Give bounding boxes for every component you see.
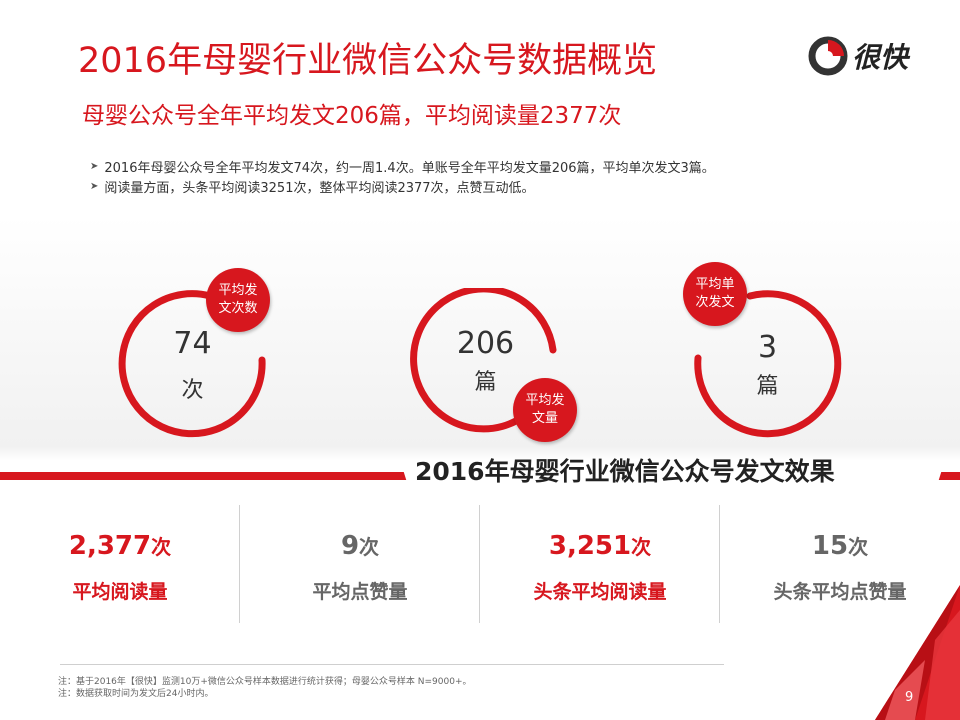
metric-divider — [719, 505, 720, 623]
logo-icon — [808, 36, 848, 76]
metric-number: 3,251 — [548, 531, 632, 561]
corner-decoration — [875, 585, 960, 720]
metric-unit: 次 — [151, 535, 172, 559]
metric-label: 头条平均点赞量 — [773, 581, 907, 603]
ring-arc — [410, 288, 557, 433]
section-title: 2016年母婴行业微信公众号发文效果 — [415, 457, 835, 486]
ring-arc — [694, 290, 842, 438]
metric-number: 2,377 — [68, 531, 152, 561]
metric-label: 平均阅读量 — [72, 581, 168, 603]
subtitle: 母婴公众号全年平均发文206篇，平均阅读量2377次 — [82, 103, 622, 129]
ring-badge: 平均发 文次数 — [206, 268, 270, 332]
badge-line: 文次数 — [218, 301, 258, 316]
badge-line: 平均单 — [695, 277, 735, 292]
metric-label: 平均点赞量 — [312, 581, 408, 603]
footnote: 注：基于2016年【很快】监测10万+微信公众号样本数据进行统计获得；母婴公众号… — [58, 677, 472, 687]
footnote: 注：数据获取时间为发文后24小时内。 — [58, 689, 214, 699]
metric-divider — [479, 505, 480, 623]
metric-number: 9 — [340, 531, 360, 561]
metric-unit: 次 — [359, 535, 380, 559]
ring-badge: 平均单 次发文 — [683, 262, 747, 326]
ring-unit: 次 — [181, 378, 204, 403]
metric-value: 15次 — [720, 531, 960, 561]
footnotes: 注：基于2016年【很快】监测10万+微信公众号样本数据进行统计获得；母婴公众号… — [58, 676, 471, 700]
badge-line: 文量 — [531, 411, 558, 426]
ring-value: 74 — [173, 326, 212, 361]
arrow-bullet-icon: ➤ — [90, 160, 99, 172]
metric-headline-likes: 15次 头条平均点赞量 — [720, 505, 960, 635]
arrow-bullet-icon: ➤ — [90, 180, 99, 192]
section-band — [0, 460, 960, 492]
bullet-text: 2016年母婴公众号全年平均发文74次，约一周1.4次。单账号全年平均发文量20… — [104, 160, 715, 176]
footer-divider — [60, 664, 724, 665]
ring-badge: 平均发 文量 — [513, 378, 577, 442]
logo-text: 很快 — [852, 41, 909, 74]
badge-line: 平均发 — [218, 283, 258, 298]
ring-unit: 篇 — [474, 370, 497, 395]
metric-value: 2,377次 — [0, 531, 240, 561]
ring-value: 206 — [456, 326, 515, 361]
metric-headline-reads: 3,251次 头条平均阅读量 — [480, 505, 720, 635]
metric-divider — [239, 505, 240, 623]
badge-line: 平均发 — [525, 393, 565, 408]
metric-avg-likes: 9次 平均点赞量 — [240, 505, 480, 635]
metric-avg-reads: 2,377次 平均阅读量 — [0, 505, 240, 635]
badge-line: 次发文 — [695, 295, 735, 310]
stat-ring-posts: 74 次 — [115, 288, 270, 443]
metric-unit: 次 — [631, 535, 652, 559]
ring-unit: 篇 — [756, 374, 779, 399]
metric-value: 3,251次 — [480, 531, 720, 561]
bullet-item: ➤ 阅读量方面，头条平均阅读3251次，整体平均阅读2377次，点赞互动低。 — [90, 176, 715, 196]
bullet-text: 阅读量方面，头条平均阅读3251次，整体平均阅读2377次，点赞互动低。 — [104, 180, 535, 196]
bullet-item: ➤ 2016年母婴公众号全年平均发文74次，约一周1.4次。单账号全年平均发文量… — [90, 156, 715, 176]
metric-number: 15 — [811, 531, 849, 561]
stat-ring-articles: 206 篇 — [408, 288, 563, 443]
metric-value: 9次 — [240, 531, 480, 561]
bullet-list: ➤ 2016年母婴公众号全年平均发文74次，约一周1.4次。单账号全年平均发文量… — [90, 156, 715, 196]
metrics-row: 2,377次 平均阅读量 9次 平均点赞量 3,251次 头条平均阅读量 15次… — [0, 505, 960, 635]
metric-unit: 次 — [848, 535, 869, 559]
ring-value: 3 — [757, 330, 778, 365]
ring-arc — [118, 290, 266, 438]
logo: 很快 — [808, 36, 938, 76]
metric-label: 头条平均阅读量 — [533, 581, 667, 603]
stat-ring-per-post: 3 篇 — [690, 288, 845, 443]
page-title: 2016年母婴行业微信公众号数据概览 — [78, 41, 658, 81]
page-number: 9 — [905, 690, 914, 705]
